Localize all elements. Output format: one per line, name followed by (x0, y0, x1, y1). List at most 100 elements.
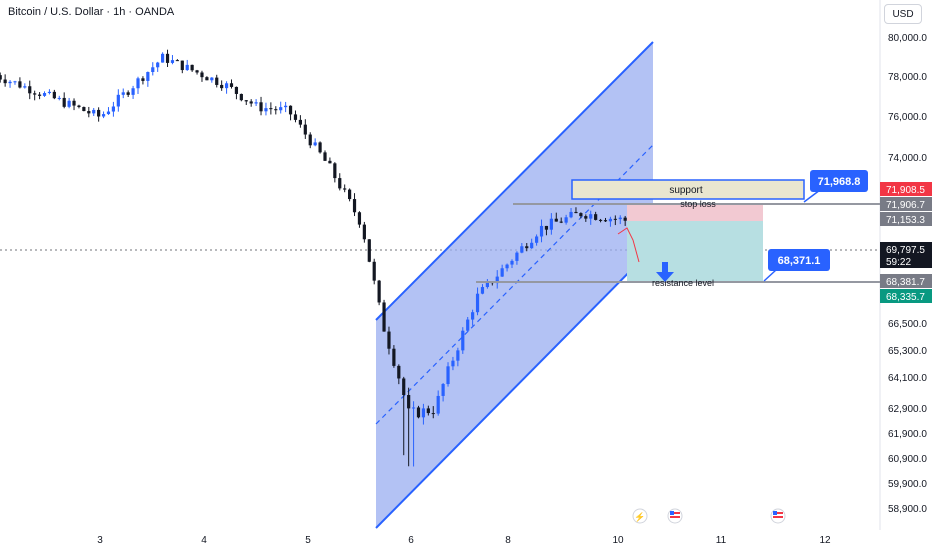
svg-text:69,797.5: 69,797.5 (886, 245, 925, 256)
candle-body (475, 293, 480, 313)
candle-body (515, 252, 519, 261)
candle-body (146, 72, 150, 81)
currency-button[interactable]: USD (884, 4, 922, 24)
candle-body (608, 218, 613, 222)
svg-text:71,906.7: 71,906.7 (886, 200, 925, 211)
candle-body (259, 102, 263, 112)
candle-body (407, 395, 411, 409)
event-icon-1[interactable]: ⚡ (632, 508, 648, 524)
candle-body (3, 79, 7, 84)
candle-body (161, 53, 165, 63)
candle-body (33, 93, 37, 95)
candle-body (338, 178, 342, 189)
channel-lower-line[interactable] (375, 247, 654, 529)
candle-body (348, 189, 352, 200)
candle-body (579, 213, 583, 217)
candle-body (495, 276, 499, 284)
candle-body (264, 108, 268, 112)
candle-body (598, 219, 603, 221)
candle-body (456, 350, 460, 361)
callout-top[interactable]: 71,968.8 (803, 170, 868, 203)
price-label-gray2: 71,153.3 (880, 212, 932, 226)
y-tick-label: 65,300.0 (888, 346, 927, 357)
candle-body (461, 330, 465, 351)
channel-upper-line[interactable] (375, 41, 654, 321)
callout-bottom-text: 68,371.1 (778, 255, 821, 267)
candle-body (28, 86, 32, 94)
y-tick-label: 58,900.0 (888, 504, 927, 515)
candle-body (584, 216, 588, 219)
candle-body (382, 302, 386, 332)
price-label-green: 68,335.7 (880, 289, 932, 303)
candle-body (126, 92, 130, 95)
candle-body (313, 142, 317, 146)
candle-body (333, 163, 337, 179)
target-zone[interactable] (627, 221, 763, 282)
candle-body (318, 142, 322, 153)
resistance-label: resistance level (652, 278, 714, 288)
down-arrow-icon (656, 262, 674, 282)
y-tick-label: 76,000.0 (888, 112, 927, 123)
us-flag-icon-2[interactable] (770, 508, 786, 524)
candle-body (185, 64, 189, 71)
candle-body (362, 224, 366, 240)
candle-body (549, 218, 553, 230)
x-axis[interactable]: 3 4 5 6 8 10 11 12 (97, 535, 831, 546)
candle-body (485, 281, 489, 288)
candle-body (618, 217, 622, 220)
candle-body (594, 214, 598, 220)
candle-body (303, 124, 307, 135)
candle-body (121, 92, 125, 95)
x-tick-label: 3 (97, 535, 103, 546)
candle-body (116, 94, 120, 107)
x-tick-label: 6 (408, 535, 414, 546)
price-label-gray1: 71,906.7 (880, 197, 932, 211)
y-tick-label: 80,000.0 (888, 33, 927, 44)
x-tick-label: 10 (612, 535, 624, 546)
candle-body (210, 77, 214, 81)
candle-body (42, 93, 47, 96)
y-tick-label: 62,900.0 (888, 404, 927, 415)
candle-body (426, 408, 430, 414)
candle-body (190, 64, 194, 71)
candle-body (411, 407, 416, 409)
candle-body (613, 218, 617, 220)
svg-text:71,153.3: 71,153.3 (886, 215, 925, 226)
callout-bottom[interactable]: 68,371.1 (763, 249, 830, 282)
candle-body (534, 236, 539, 243)
candle-body (603, 220, 608, 222)
stop-loss-zone[interactable] (627, 204, 763, 221)
x-tick-label: 12 (819, 535, 831, 546)
candle-body (136, 78, 140, 89)
svg-text:59:22: 59:22 (886, 257, 911, 268)
candle-body (480, 287, 485, 294)
candle-body (195, 70, 199, 73)
candle-body (200, 72, 204, 78)
candle-body (156, 62, 160, 68)
candle-body (328, 160, 332, 164)
candle-body (530, 242, 534, 249)
candle-body (372, 261, 376, 281)
candle-body (77, 105, 81, 108)
support-zone[interactable] (571, 179, 805, 200)
candle-body (574, 211, 578, 214)
candle-body (111, 106, 116, 112)
candle-body (298, 119, 302, 125)
candle-body (559, 221, 563, 223)
candle-body (367, 239, 371, 262)
us-flag-icon[interactable] (667, 508, 683, 524)
candles (0, 49, 642, 467)
y-axis[interactable]: 80,000.0 78,000.0 76,000.0 74,000.0 66,500.0… (888, 33, 927, 515)
candle-body (431, 413, 435, 415)
candle-body (377, 280, 381, 303)
candle-body (215, 77, 219, 85)
candle-body (151, 67, 155, 73)
candle-body (87, 111, 91, 114)
price-label-current: 69,797.5 59:22 (880, 242, 932, 268)
svg-text:⚡: ⚡ (634, 511, 645, 523)
candle-body (288, 105, 293, 115)
candle-body (72, 100, 76, 106)
candle-body (564, 217, 568, 223)
y-tick-label: 59,900.0 (888, 479, 927, 490)
